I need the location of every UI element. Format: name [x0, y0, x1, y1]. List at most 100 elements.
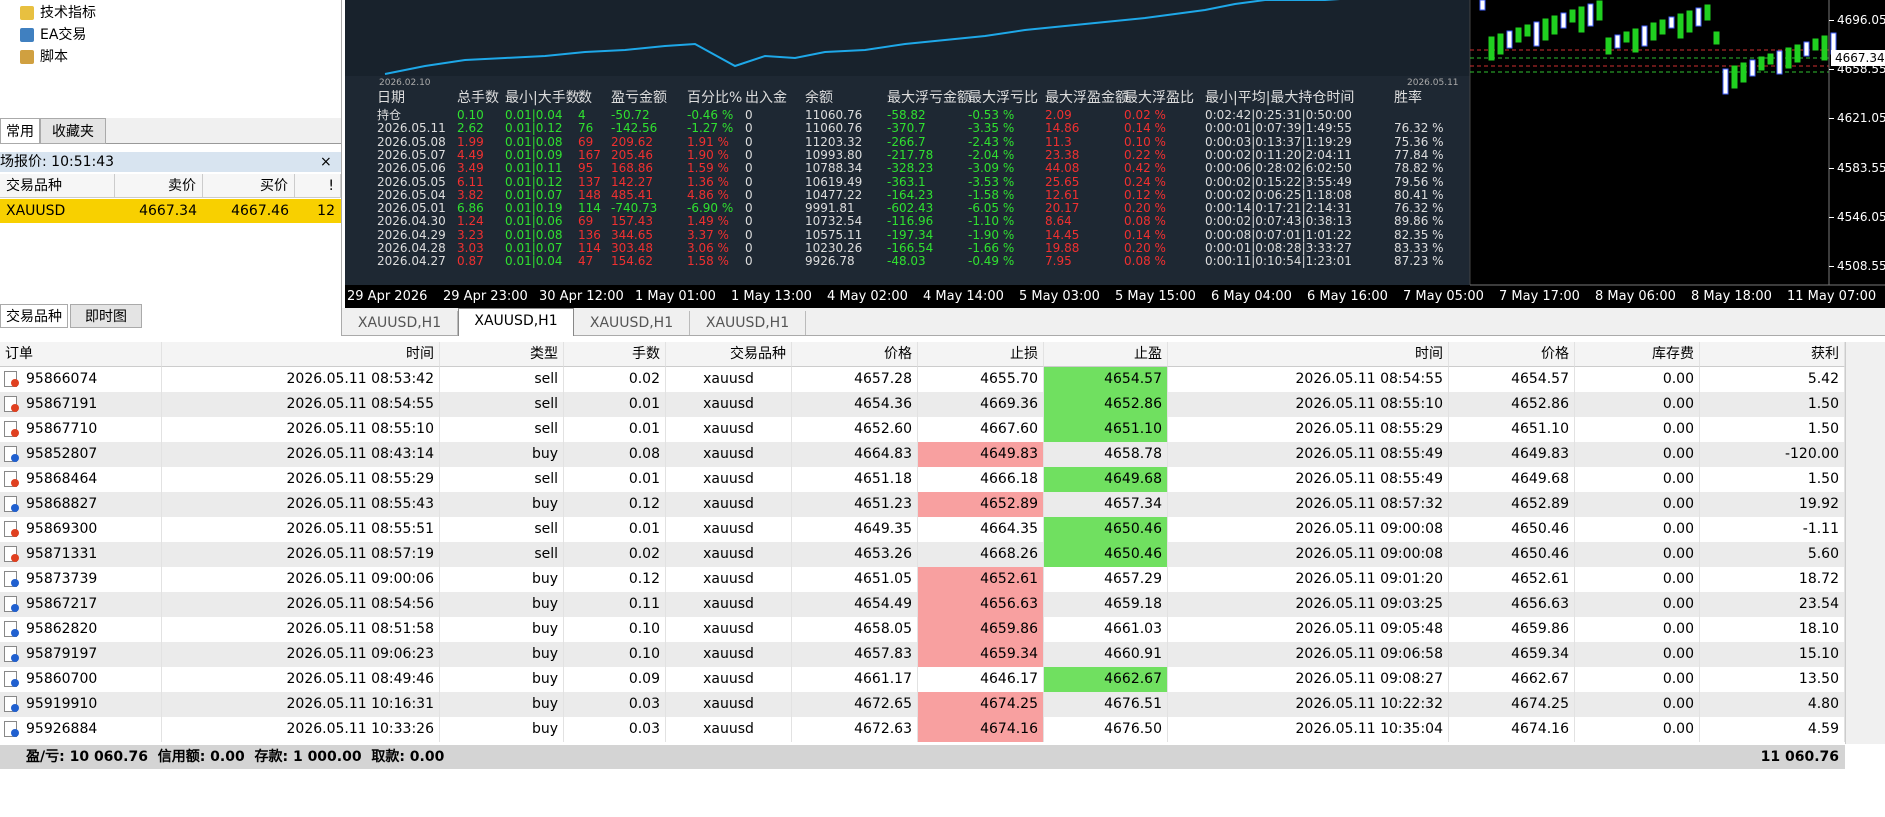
time-label: 1 May 13:00 — [731, 289, 812, 304]
table-cell: 0.00 — [1575, 692, 1700, 717]
table-cell: 2026.05.11 08:55:49 — [1168, 442, 1449, 467]
table-cell: 18.72 — [1700, 567, 1845, 592]
candle — [1515, 27, 1522, 43]
table-header[interactable]: 获利 — [1700, 342, 1845, 367]
time-label: 1 May 01:00 — [635, 289, 716, 304]
table-cell: 0.00 — [1575, 492, 1700, 517]
table-header[interactable]: 时间 — [1168, 342, 1449, 367]
table-row[interactable] — [0, 667, 1845, 692]
table-cell: 95867217 — [0, 592, 162, 617]
stats-cell: 69 — [578, 134, 594, 149]
table-cell: 2026.05.11 08:54:56 — [162, 592, 440, 617]
stats-cell: 1.90 % — [687, 147, 729, 162]
stats-cell: 10788.34 — [805, 161, 863, 176]
stats-header: 最大浮盈金额 — [1045, 90, 1129, 106]
time-label: 11 May 07:00 — [1787, 289, 1877, 304]
panel-tab[interactable]: 交易品种 — [0, 304, 68, 328]
close-button[interactable]: × — [320, 154, 332, 170]
stats-cell: 0.10 — [457, 108, 484, 122]
table-cell: 4650.46 — [1449, 542, 1575, 567]
table-header[interactable]: 止损 — [918, 342, 1044, 367]
chart-tab[interactable]: XAUUSD,H1 — [342, 311, 458, 335]
stats-cell: -0.53 % — [968, 108, 1015, 122]
stats-cell: -2.04 % — [968, 147, 1015, 162]
stats-cell: 0.01|0.07 — [505, 241, 563, 255]
table-cell: 0.08 — [564, 442, 666, 467]
table-cell: 0.03 — [564, 692, 666, 717]
table-header[interactable]: 库存费 — [1575, 342, 1700, 367]
navigator-item[interactable]: 技术指标 — [40, 5, 96, 21]
table-row[interactable] — [0, 367, 1845, 392]
table-header[interactable]: 类型 — [440, 342, 564, 367]
stats-cell: 0 — [745, 174, 753, 189]
equity-date: 2026.05.11 — [1407, 78, 1459, 88]
stats-cell: 1.24 — [457, 214, 484, 229]
chart-tab[interactable]: XAUUSD,H1 — [574, 311, 690, 335]
table-row[interactable] — [0, 517, 1845, 542]
table-cell: 2026.05.11 09:00:08 — [1168, 517, 1449, 542]
table-cell: xauusd — [666, 367, 792, 392]
summary-bar: 盈/亏: 10 060.76 信用额: 0.00 存款: 1 000.00 取款… — [0, 745, 1845, 769]
stats-cell: -2.43 % — [968, 134, 1015, 149]
table-cell: 95868464 — [0, 467, 162, 492]
table-cell: xauusd — [666, 667, 792, 692]
table-cell: 4654.49 — [792, 592, 918, 617]
nav-tab[interactable]: 收藏夹 — [40, 118, 106, 144]
time-label: 5 May 03:00 — [1019, 289, 1100, 304]
stats-cell: 11060.76 — [805, 121, 863, 136]
table-cell: 0.00 — [1575, 617, 1700, 642]
stats-cell: -48.03 — [887, 254, 926, 269]
table-cell: 4658.05 — [792, 617, 918, 642]
table-header[interactable]: 价格 — [792, 342, 918, 367]
table-row[interactable] — [0, 542, 1845, 567]
stats-cell: -6.90 % — [687, 201, 734, 216]
table-cell: 4652.60 — [792, 417, 918, 442]
table-header[interactable]: 订单 — [0, 342, 162, 367]
candle — [1821, 35, 1828, 61]
table-cell: 0.00 — [1575, 542, 1700, 567]
table-cell: buy — [440, 692, 564, 717]
market-watch-cell[interactable]: 12 — [295, 199, 341, 223]
stats-cell: 23.38 — [1045, 147, 1080, 162]
candle — [1812, 38, 1819, 51]
table-cell: 2026.05.11 08:49:46 — [162, 667, 440, 692]
table-row[interactable] — [0, 417, 1845, 442]
stats-cell: 344.65 — [611, 227, 653, 242]
table-cell: xauusd — [666, 692, 792, 717]
stats-cell: 2026.04.30 — [377, 214, 446, 229]
table-cell: 95926884 — [0, 717, 162, 742]
stats-cell: 0 — [745, 121, 753, 136]
table-cell: 1.50 — [1700, 417, 1845, 442]
market-watch-cell[interactable]: 4667.34 — [115, 199, 203, 223]
candle — [1524, 24, 1531, 37]
table-header[interactable]: 手数 — [564, 342, 666, 367]
table-header[interactable]: 止盈 — [1044, 342, 1168, 367]
market-watch-cell[interactable]: 4667.46 — [203, 199, 295, 223]
market-watch-cell[interactable]: XAUUSD — [0, 199, 115, 223]
stats-cell: 20.17 — [1045, 201, 1080, 216]
table-cell: 95869300 — [0, 517, 162, 542]
navigator-item[interactable]: 脚本 — [40, 49, 68, 65]
table-cell: 0.01 — [564, 467, 666, 492]
table-cell: 4653.26 — [792, 542, 918, 567]
stats-cell: 0.14 % — [1124, 121, 1166, 136]
stats-cell: -0.46 % — [687, 108, 734, 122]
equity-date: 2026.02.10 — [379, 78, 431, 88]
panel-tab[interactable]: 即时图 — [70, 304, 142, 328]
table-row[interactable] — [0, 467, 1845, 492]
stats-cell: 87.23 % — [1394, 254, 1444, 269]
stats-cell: -217.78 — [887, 147, 934, 162]
price-label: 4583.55 — [1837, 160, 1885, 175]
chart-tab[interactable]: XAUUSD,H1 — [690, 311, 806, 335]
table-header[interactable]: 交易品种 — [666, 342, 792, 367]
candle — [1650, 22, 1657, 41]
nav-tab[interactable]: 常用 — [0, 118, 40, 144]
stats-header: 胜率 — [1394, 90, 1422, 106]
table-header[interactable]: 时间 — [162, 342, 440, 367]
table-header[interactable]: 价格 — [1449, 342, 1575, 367]
table-cell: 4674.16 — [1449, 717, 1575, 742]
table-cell: 4668.26 — [918, 542, 1044, 567]
chart-tab[interactable]: XAUUSD,H1 — [458, 308, 574, 336]
navigator-item[interactable]: EA交易 — [40, 27, 87, 43]
table-row[interactable] — [0, 392, 1845, 417]
